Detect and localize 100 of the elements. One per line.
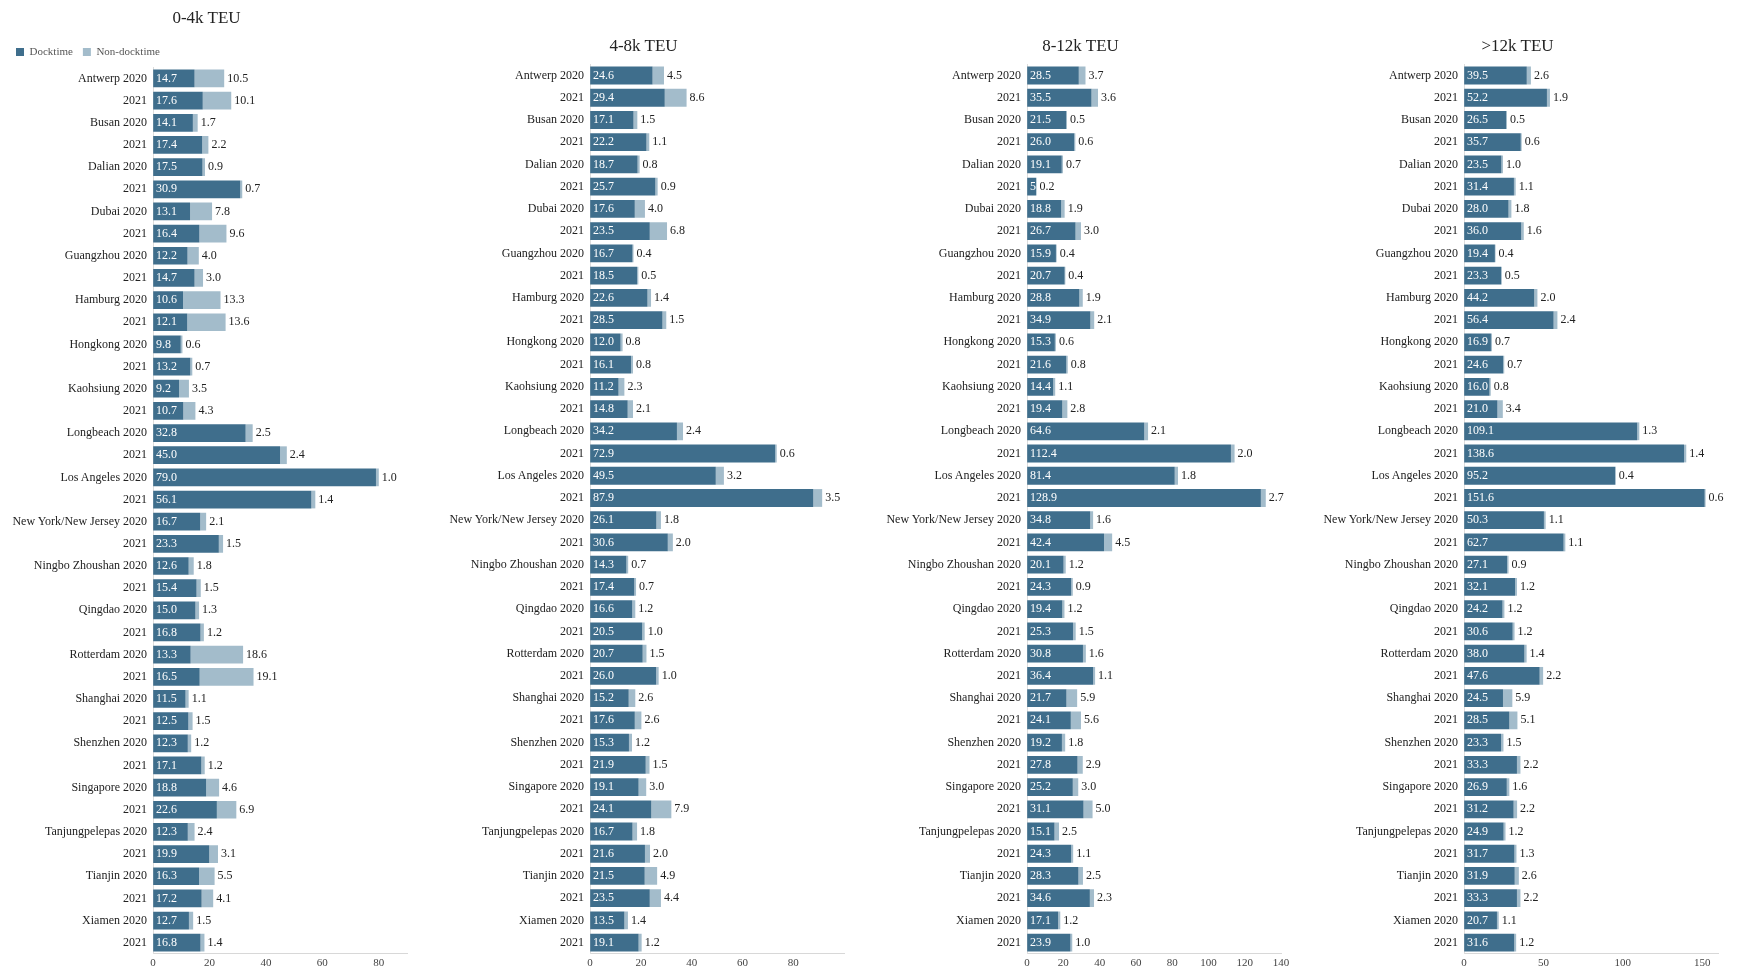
- data-label: 16.3: [156, 868, 178, 883]
- y-tick-label: Shenzhen 2020: [510, 734, 585, 749]
- data-label: 15.9: [1030, 245, 1052, 260]
- data-label: 30.6: [593, 534, 615, 549]
- data-label: 3.0: [1083, 223, 1099, 238]
- y-tick-label: Xiamen 2020: [82, 912, 148, 927]
- data-label: 2.9: [1085, 756, 1101, 771]
- x-tick-label: 80: [787, 956, 800, 969]
- data-label: 56.4: [1467, 312, 1489, 327]
- y-tick-label: Dubai 2020: [1401, 201, 1459, 216]
- data-label: 3.5: [191, 380, 207, 395]
- data-label: 12.3: [156, 824, 178, 839]
- y-tick-label: Hongkong 2020: [506, 334, 585, 349]
- x-tick-label: 140: [1272, 956, 1290, 969]
- y-tick-label: Singapore 2020: [508, 779, 585, 794]
- data-label: 1.2: [206, 624, 222, 639]
- data-label: 9.8: [156, 336, 172, 351]
- y-tick-label: Qingdao 2020: [952, 601, 1022, 616]
- data-label: 1.2: [1067, 601, 1083, 616]
- y-tick-label: Qingdao 2020: [515, 601, 585, 616]
- y-tick-label: 2021: [1434, 401, 1459, 416]
- y-tick-label: Antwerp 2020: [78, 70, 148, 85]
- y-tick-label: Ningbo Zhoushan 2020: [907, 556, 1022, 571]
- y-tick-label: Hongkong 2020: [1380, 334, 1459, 349]
- y-tick-label: 2021: [560, 401, 585, 416]
- data-label: 26.9: [1467, 779, 1489, 794]
- data-label: 13.5: [593, 912, 615, 927]
- data-label: 3.2: [726, 467, 742, 482]
- data-label: 15.4: [156, 580, 178, 595]
- data-label: 0.9: [1511, 556, 1527, 571]
- data-label: 39.5: [1467, 67, 1489, 82]
- y-tick-label: Rotterdam 2020: [69, 646, 148, 661]
- y-tick-label: Rotterdam 2020: [1380, 645, 1459, 660]
- data-label: 1.6: [1526, 223, 1542, 238]
- y-tick-label: Dubai 2020: [90, 203, 148, 218]
- data-label: 16.0: [1467, 378, 1489, 393]
- data-label: 2.2: [1523, 890, 1539, 905]
- data-label: 1.2: [644, 934, 660, 949]
- data-label: 13.3: [156, 646, 178, 661]
- y-tick-label: Shenzhen 2020: [947, 734, 1022, 749]
- data-label: 1.1: [652, 134, 668, 149]
- data-label: 1.5: [640, 112, 656, 127]
- y-tick-label: 2021: [997, 223, 1022, 238]
- data-label: 0.8: [625, 334, 641, 349]
- data-label: 21.6: [593, 845, 615, 860]
- data-label: 12.5: [156, 713, 178, 728]
- data-label: 1.2: [638, 601, 654, 616]
- y-tick-label: 2021: [560, 756, 585, 771]
- data-label: 2.5: [1085, 868, 1101, 883]
- data-label: 11.2: [593, 378, 614, 393]
- y-tick-label: 2021: [123, 137, 148, 152]
- data-label: 26.7: [1030, 223, 1052, 238]
- data-label: 1.0: [1075, 934, 1091, 949]
- data-label: 2.3: [1097, 890, 1113, 905]
- data-label: 0.9: [208, 159, 224, 174]
- x-tick-label: 60: [1130, 956, 1142, 969]
- y-tick-label: Antwerp 2020: [515, 67, 585, 82]
- y-tick-label: Hongkong 2020: [69, 336, 148, 351]
- data-label: 1.0: [1505, 156, 1521, 171]
- y-tick-label: 2021: [123, 491, 148, 506]
- data-label: 2.4: [686, 423, 702, 438]
- data-label: 1.9: [1085, 290, 1101, 305]
- data-label: 0.7: [245, 181, 261, 196]
- data-label: 21.9: [593, 756, 615, 771]
- y-tick-label: Longbeach 2020: [940, 423, 1022, 438]
- y-tick-label: 2021: [997, 134, 1022, 149]
- y-tick-label: 2021: [123, 225, 148, 240]
- data-label: 28.5: [593, 312, 615, 327]
- y-tick-label: 2021: [123, 270, 148, 285]
- y-tick-label: 2021: [1434, 356, 1459, 371]
- data-label: 19.4: [1467, 245, 1489, 260]
- data-label: 12.1: [156, 314, 178, 329]
- data-label: 3.7: [1088, 67, 1104, 82]
- y-tick-label: Qingdao 2020: [1389, 601, 1459, 616]
- data-label: 31.4: [1467, 178, 1489, 193]
- data-label: 28.0: [1467, 201, 1489, 216]
- data-label: 16.9: [1467, 334, 1489, 349]
- data-label: 14.4: [1030, 378, 1052, 393]
- y-tick-label: 2021: [123, 801, 148, 816]
- data-label: 47.6: [1467, 668, 1489, 683]
- y-tick-label: Rotterdam 2020: [943, 645, 1022, 660]
- data-label: 0.9: [1075, 579, 1091, 594]
- y-tick-label: 2021: [997, 934, 1022, 949]
- data-label: 21.7: [1030, 690, 1052, 705]
- y-tick-label: Ningbo Zhoushan 2020: [33, 558, 148, 573]
- y-tick-label: 2021: [560, 890, 585, 905]
- y-tick-label: 2021: [1434, 445, 1459, 460]
- data-label: 16.7: [593, 245, 615, 260]
- x-tick-label: 60: [316, 956, 329, 969]
- data-label: 24.5: [1467, 690, 1489, 705]
- y-tick-label: 2021: [123, 934, 148, 949]
- x-tick-label: 40: [686, 956, 698, 969]
- data-label: 2.0: [1237, 445, 1253, 460]
- data-label: 17.1: [1030, 912, 1052, 927]
- data-label: 0.8: [1493, 378, 1509, 393]
- data-label: 24.6: [593, 67, 615, 82]
- data-label: 62.7: [1467, 534, 1489, 549]
- data-label: 9.2: [156, 380, 172, 395]
- data-label: 0.5: [641, 267, 657, 282]
- y-tick-label: Tianjin 2020: [1396, 868, 1459, 883]
